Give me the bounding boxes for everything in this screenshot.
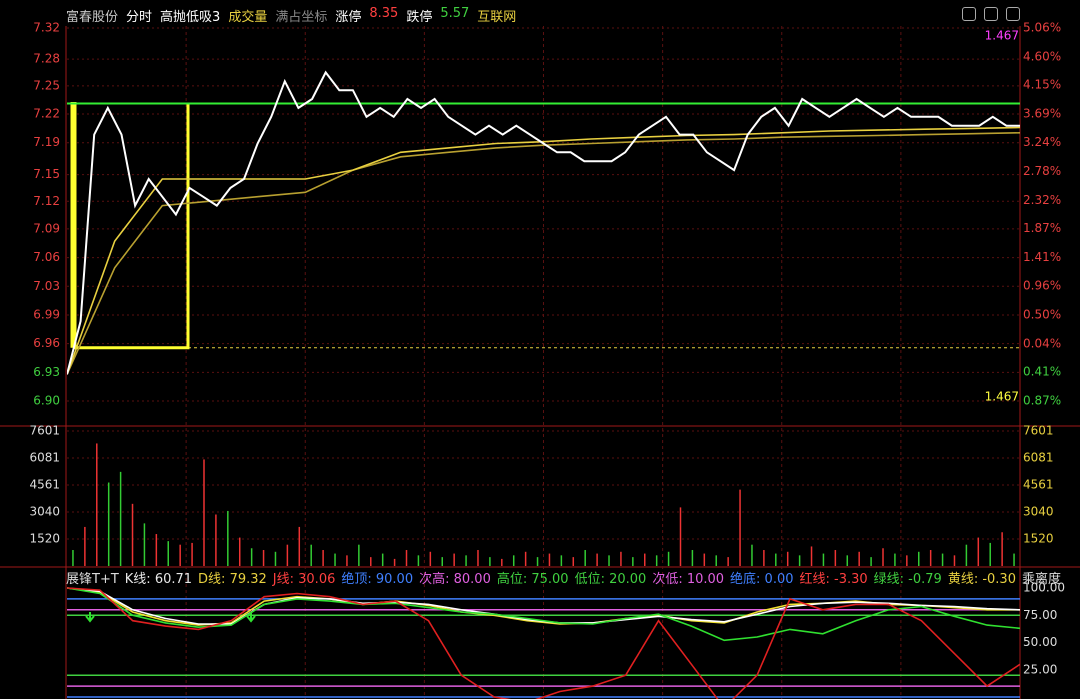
header-item: 绝顶: 90.00	[341, 572, 414, 587]
y-tick-label: 4561	[29, 477, 60, 491]
header-item: 次低: 10.00	[652, 572, 725, 587]
annotation: 1.467	[985, 390, 1019, 404]
series-line	[67, 587, 1020, 699]
header-item: 高抛低吸3	[160, 10, 221, 25]
y2-tick-label: 25.00	[1023, 662, 1057, 676]
y-tick-label: 6081	[29, 450, 60, 464]
y2-tick-label: 5.06%	[1023, 21, 1061, 35]
y2-tick-label: 1.41%	[1023, 250, 1061, 264]
icon[interactable]	[984, 7, 998, 21]
y2-tick-label: 0.41%	[1023, 365, 1061, 379]
header-item: 互联网	[477, 10, 517, 25]
series-line	[67, 70, 1020, 375]
y-tick-label: 7.25	[33, 78, 60, 92]
price-plot	[67, 70, 1020, 375]
y2-tick-label: 2.32%	[1023, 193, 1061, 207]
header-item: D线: 79.32	[198, 572, 267, 587]
y-tick-label: 7.12	[33, 194, 60, 208]
arrow-icon	[85, 612, 95, 623]
header-item: 高位: 75.00	[496, 572, 569, 587]
header-item: 5.57	[440, 6, 470, 21]
annotation: 1.467	[985, 29, 1019, 43]
y2-tick-label: 75.00	[1023, 608, 1057, 622]
y2-tick-label: 50.00	[1023, 635, 1057, 649]
y2-tick-label: 0.87%	[1023, 394, 1061, 408]
y2-tick-label: 6081	[1023, 450, 1054, 464]
y2-tick-label: 7601	[1023, 424, 1054, 438]
header-item: 红线: -3.30	[799, 572, 868, 587]
y-tick-label: 7.09	[33, 221, 60, 235]
y2-tick-label: 2.78%	[1023, 164, 1061, 178]
icon[interactable]	[962, 7, 976, 21]
series-line	[67, 126, 1020, 375]
header-item: 跌停	[406, 10, 433, 25]
header-item: J线: 30.06	[272, 572, 336, 587]
header-item: K线: 60.71	[124, 572, 193, 587]
header-item: 低位: 20.00	[574, 572, 647, 587]
y-tick-label: 6.99	[33, 307, 60, 321]
y-tick-label: 6.90	[33, 394, 60, 408]
y-tick-label: 3040	[29, 505, 60, 519]
y2-tick-label: 4.15%	[1023, 78, 1061, 92]
header-item: 富春股份	[66, 10, 119, 25]
signal-box	[70, 101, 190, 350]
header-item: 绝底: 0.00	[730, 572, 794, 587]
y-tick-label: 1520	[29, 532, 60, 546]
arrow-icon	[246, 612, 256, 623]
header-item: 乘离度	[1021, 572, 1061, 587]
volume-plot	[72, 443, 1015, 566]
y-tick-label: 6.96	[33, 336, 60, 350]
y2-tick-label: 0.04%	[1023, 336, 1061, 350]
y2-tick-label: 4561	[1023, 477, 1054, 491]
y-tick-label: 7.15	[33, 167, 60, 181]
header-item: 涨停	[335, 10, 362, 25]
series-line	[67, 132, 1020, 375]
window-icons[interactable]	[962, 7, 1020, 21]
y2-tick-label: 3.24%	[1023, 135, 1061, 149]
header-item: 次高: 80.00	[419, 572, 491, 587]
y-tick-label: 7.19	[33, 135, 60, 149]
y-tick-label: 7.22	[33, 107, 60, 121]
header-item: 绿线: -0.79	[873, 572, 942, 587]
series-line	[67, 587, 1020, 642]
header-item: 成交量	[228, 10, 268, 25]
header-item: 展锋T+T	[66, 572, 119, 587]
y-tick-label: 7.03	[33, 279, 60, 293]
header-item: 黄线: -0.30	[947, 572, 1016, 587]
y-tick-label: 7.32	[33, 21, 60, 35]
indicator-plot	[67, 587, 1020, 699]
header-item: 满占坐标	[275, 10, 328, 25]
y2-tick-label: 0.50%	[1023, 307, 1061, 321]
y2-tick-label: 0.96%	[1023, 278, 1061, 292]
y-tick-label: 6.93	[33, 365, 60, 379]
y2-tick-label: 100.00	[1023, 581, 1065, 595]
header-item: 分时	[126, 10, 153, 25]
y-tick-label: 7.06	[33, 250, 60, 264]
header-item: 8.35	[369, 6, 399, 21]
y2-tick-label: 1.87%	[1023, 221, 1061, 235]
y2-tick-label: 3040	[1023, 505, 1054, 519]
indicator-header: 展锋T+T K线: 60.71 D线: 79.32 J线: 30.06 绝顶: 90.0…	[66, 568, 1078, 587]
y-tick-label: 7601	[29, 424, 60, 438]
y-tick-label: 7.28	[33, 52, 60, 66]
header-bar: 富春股份 分时 高抛低吸3 成交量 满占坐标 涨停 8.35 跌停 5.57 互联网	[66, 6, 946, 25]
y2-tick-label: 4.60%	[1023, 49, 1061, 63]
icon[interactable]	[1006, 7, 1020, 21]
y2-tick-label: 1520	[1023, 532, 1054, 546]
y2-tick-label: 3.69%	[1023, 107, 1061, 121]
